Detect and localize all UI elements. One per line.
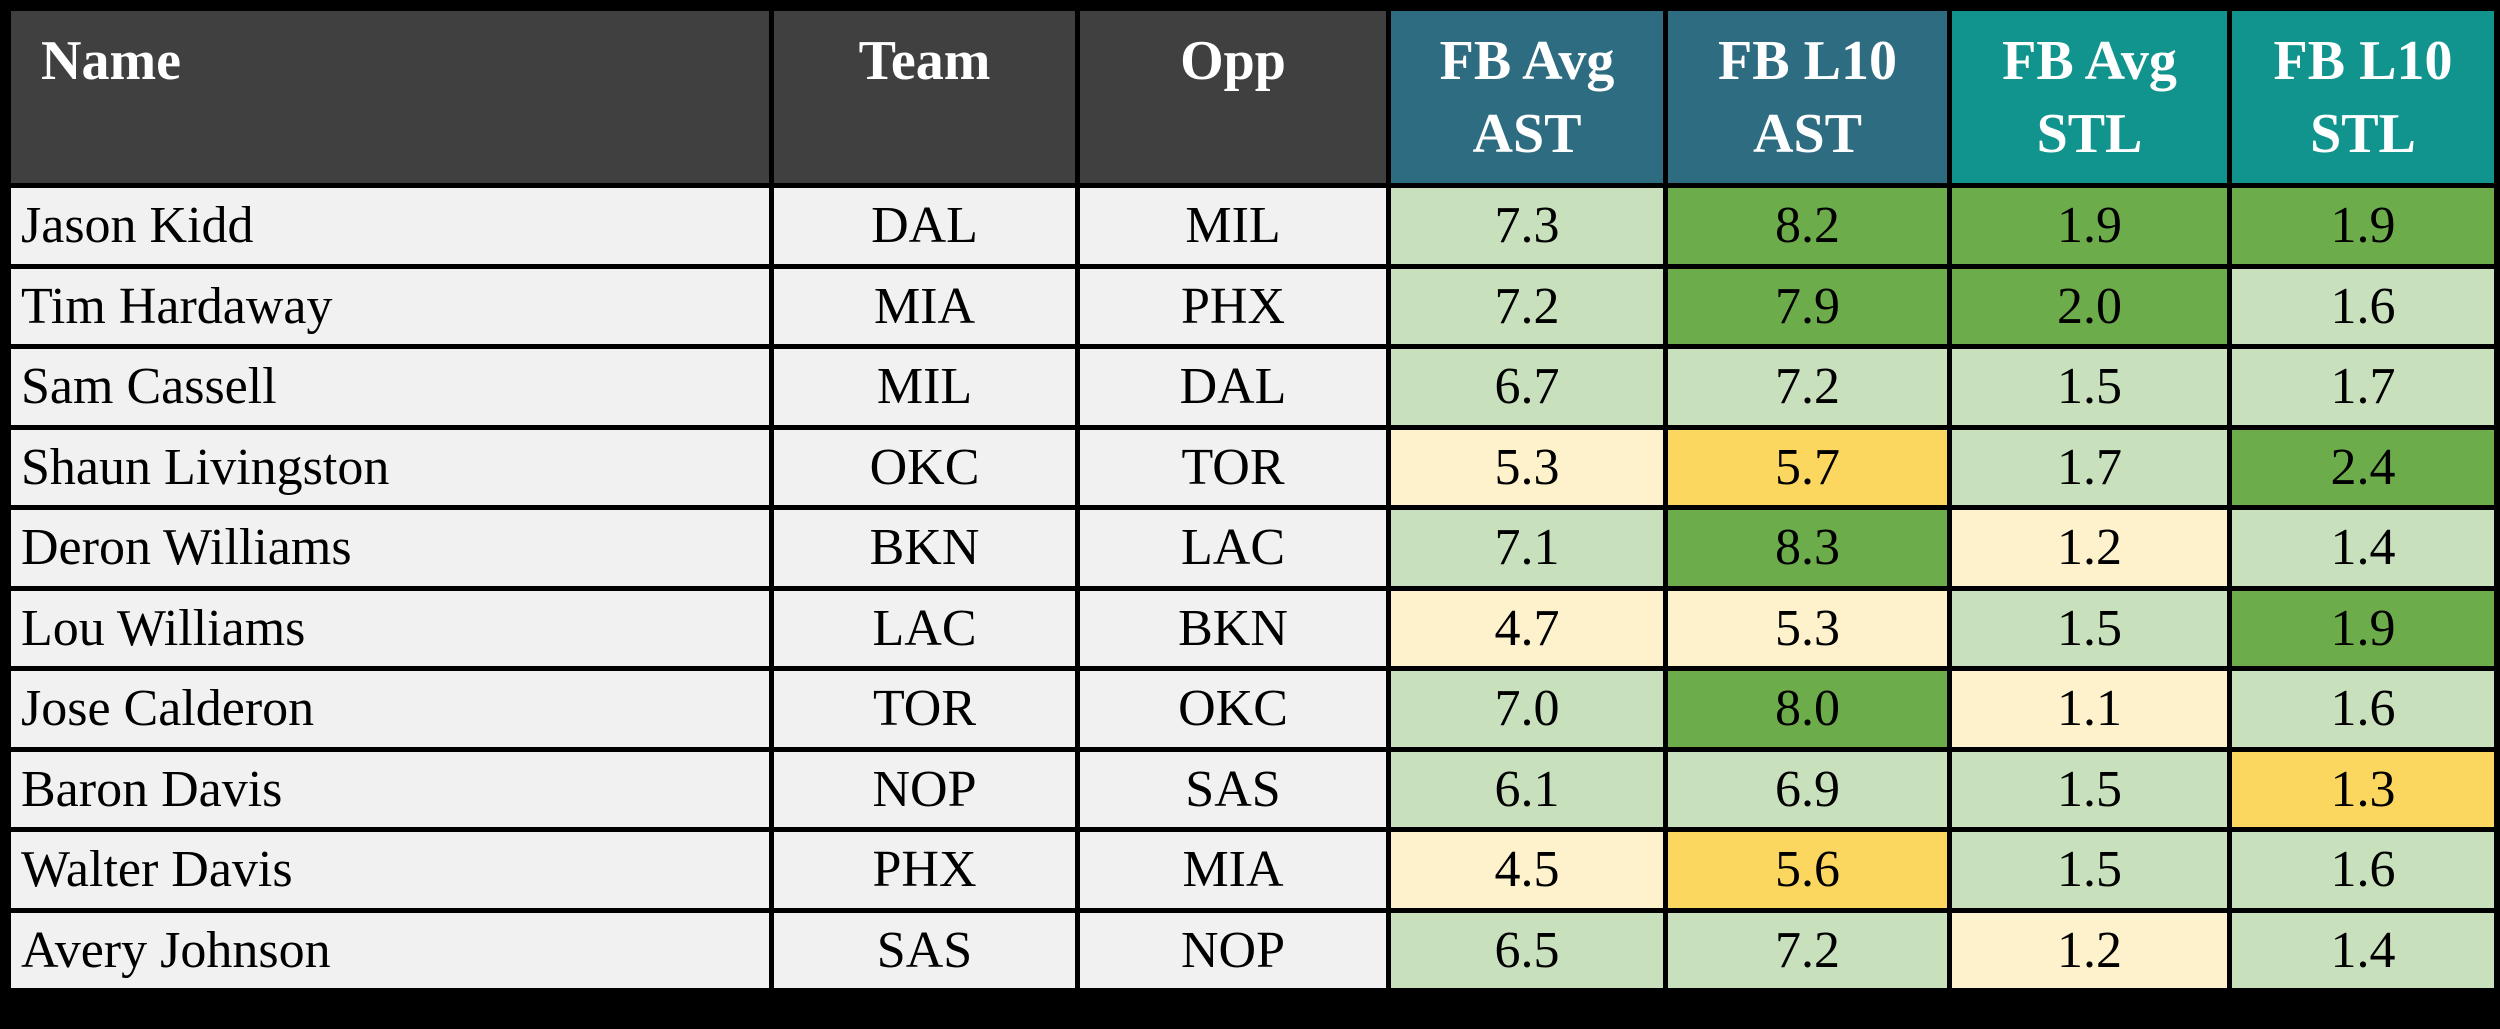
player-name-cell: Sam Cassell <box>6 344 774 430</box>
column-header-label: FB Avg AST <box>1439 30 1615 165</box>
stat-cell-fb_avg_stl: 1.5 <box>1947 746 2232 832</box>
opp-cell: PHX <box>1075 263 1391 349</box>
opp-cell: DAL <box>1075 344 1391 430</box>
table-row: Walter Davis PHX MIA 4.5 5.6 1.5 1.6 <box>6 827 2499 913</box>
player-name-cell: Deron Williams <box>6 505 774 591</box>
table-row: Sam Cassell MIL DAL 6.7 7.2 1.5 1.7 <box>6 344 2499 430</box>
stat-cell-fb_avg_stl: 1.9 <box>1947 183 2232 269</box>
opp-cell: OKC <box>1075 666 1391 752</box>
stat-cell-fb_l10_stl: 1.6 <box>2227 263 2499 349</box>
stat-cell-fb_avg_stl: 1.2 <box>1947 505 2232 591</box>
stat-cell-fb_l10_stl: 1.9 <box>2227 183 2499 269</box>
stat-cell-fb_avg_ast: 6.5 <box>1386 907 1668 993</box>
table-row: Deron Williams BKN LAC 7.1 8.3 1.2 1.4 <box>6 505 2499 591</box>
stat-cell-fb_l10_ast: 7.2 <box>1663 344 1952 430</box>
column-header-opp: Opp <box>1075 6 1391 188</box>
column-header-label: Opp <box>1180 30 1286 92</box>
player-name-cell: Walter Davis <box>6 827 774 913</box>
stat-cell-fb_l10_ast: 8.2 <box>1663 183 1952 269</box>
team-cell: MIL <box>769 344 1080 430</box>
opp-cell: NOP <box>1075 907 1391 993</box>
column-header-label: FB L10 AST <box>1718 30 1897 165</box>
column-header-fb-avg-stl: FB Avg STL <box>1947 6 2232 188</box>
team-cell: PHX <box>769 827 1080 913</box>
team-cell: NOP <box>769 746 1080 832</box>
team-cell: DAL <box>769 183 1080 269</box>
stat-cell-fb_avg_stl: 1.5 <box>1947 344 2232 430</box>
team-cell: OKC <box>769 424 1080 510</box>
stat-cell-fb_l10_stl: 1.4 <box>2227 505 2499 591</box>
player-name-cell: Avery Johnson <box>6 907 774 993</box>
stat-cell-fb_avg_ast: 7.1 <box>1386 505 1668 591</box>
stat-cell-fb_avg_ast: 7.2 <box>1386 263 1668 349</box>
opp-cell: TOR <box>1075 424 1391 510</box>
opp-cell: MIL <box>1075 183 1391 269</box>
stat-cell-fb_l10_stl: 1.4 <box>2227 907 2499 993</box>
column-header-fb-l10-ast: FB L10 AST <box>1663 6 1952 188</box>
opp-cell: BKN <box>1075 585 1391 671</box>
table-row: Lou Williams LAC BKN 4.7 5.3 1.5 1.9 <box>6 585 2499 671</box>
stat-cell-fb_avg_stl: 1.5 <box>1947 585 2232 671</box>
team-cell: LAC <box>769 585 1080 671</box>
column-header-team: Team <box>769 6 1080 188</box>
table-row: Baron Davis NOP SAS 6.1 6.9 1.5 1.3 <box>6 746 2499 832</box>
column-header-label: FB Avg STL <box>2002 30 2177 165</box>
stat-cell-fb_avg_stl: 1.2 <box>1947 907 2232 993</box>
player-stats-table-container: Name Team Opp FB Avg AST FB L10 AST FB A… <box>6 6 2499 993</box>
stat-cell-fb_avg_stl: 2.0 <box>1947 263 2232 349</box>
stat-cell-fb_l10_stl: 1.3 <box>2227 746 2499 832</box>
table-row: Tim Hardaway MIA PHX 7.2 7.9 2.0 1.6 <box>6 263 2499 349</box>
stat-cell-fb_avg_stl: 1.1 <box>1947 666 2232 752</box>
table-body: Jason Kidd DAL MIL 7.3 8.2 1.9 1.9 Tim Hardaway… <box>6 183 2499 993</box>
player-name-cell: Jason Kidd <box>6 183 774 269</box>
stat-cell-fb_avg_stl: 1.7 <box>1947 424 2232 510</box>
stat-cell-fb_l10_ast: 7.9 <box>1663 263 1952 349</box>
team-cell: TOR <box>769 666 1080 752</box>
opp-cell: MIA <box>1075 827 1391 913</box>
table-row: Shaun Livingston OKC TOR 5.3 5.7 1.7 2.4 <box>6 424 2499 510</box>
stat-cell-fb_l10_stl: 2.4 <box>2227 424 2499 510</box>
opp-cell: LAC <box>1075 505 1391 591</box>
column-header-label: Name <box>41 30 181 92</box>
stat-cell-fb_l10_ast: 8.0 <box>1663 666 1952 752</box>
player-stats-table: Name Team Opp FB Avg AST FB L10 AST FB A… <box>6 6 2499 993</box>
column-header-label: Team <box>858 30 991 92</box>
stat-cell-fb_avg_ast: 4.7 <box>1386 585 1668 671</box>
stat-cell-fb_avg_ast: 6.1 <box>1386 746 1668 832</box>
stat-cell-fb_l10_ast: 6.9 <box>1663 746 1952 832</box>
header-row: Name Team Opp FB Avg AST FB L10 AST FB A… <box>6 6 2499 188</box>
column-header-fb-l10-stl: FB L10 STL <box>2227 6 2499 188</box>
team-cell: BKN <box>769 505 1080 591</box>
stat-cell-fb_l10_ast: 5.3 <box>1663 585 1952 671</box>
column-header-label: FB L10 STL <box>2273 30 2453 165</box>
team-cell: SAS <box>769 907 1080 993</box>
table-row: Jason Kidd DAL MIL 7.3 8.2 1.9 1.9 <box>6 183 2499 269</box>
stat-cell-fb_l10_stl: 1.6 <box>2227 827 2499 913</box>
stat-cell-fb_l10_stl: 1.9 <box>2227 585 2499 671</box>
stat-cell-fb_avg_ast: 4.5 <box>1386 827 1668 913</box>
column-header-name: Name <box>6 6 774 188</box>
player-name-cell: Lou Williams <box>6 585 774 671</box>
stat-cell-fb_l10_ast: 5.7 <box>1663 424 1952 510</box>
table-row: Jose Calderon TOR OKC 7.0 8.0 1.1 1.6 <box>6 666 2499 752</box>
table-row: Avery Johnson SAS NOP 6.5 7.2 1.2 1.4 <box>6 907 2499 993</box>
team-cell: MIA <box>769 263 1080 349</box>
column-header-fb-avg-ast: FB Avg AST <box>1386 6 1668 188</box>
player-name-cell: Baron Davis <box>6 746 774 832</box>
stat-cell-fb_l10_ast: 8.3 <box>1663 505 1952 591</box>
stat-cell-fb_avg_ast: 7.0 <box>1386 666 1668 752</box>
stat-cell-fb_avg_ast: 6.7 <box>1386 344 1668 430</box>
stat-cell-fb_l10_stl: 1.7 <box>2227 344 2499 430</box>
stat-cell-fb_avg_stl: 1.5 <box>1947 827 2232 913</box>
stat-cell-fb_l10_ast: 7.2 <box>1663 907 1952 993</box>
stat-cell-fb_l10_stl: 1.6 <box>2227 666 2499 752</box>
stat-cell-fb_l10_ast: 5.6 <box>1663 827 1952 913</box>
opp-cell: SAS <box>1075 746 1391 832</box>
stat-cell-fb_avg_ast: 7.3 <box>1386 183 1668 269</box>
stat-cell-fb_avg_ast: 5.3 <box>1386 424 1668 510</box>
player-name-cell: Shaun Livingston <box>6 424 774 510</box>
player-name-cell: Jose Calderon <box>6 666 774 752</box>
player-name-cell: Tim Hardaway <box>6 263 774 349</box>
